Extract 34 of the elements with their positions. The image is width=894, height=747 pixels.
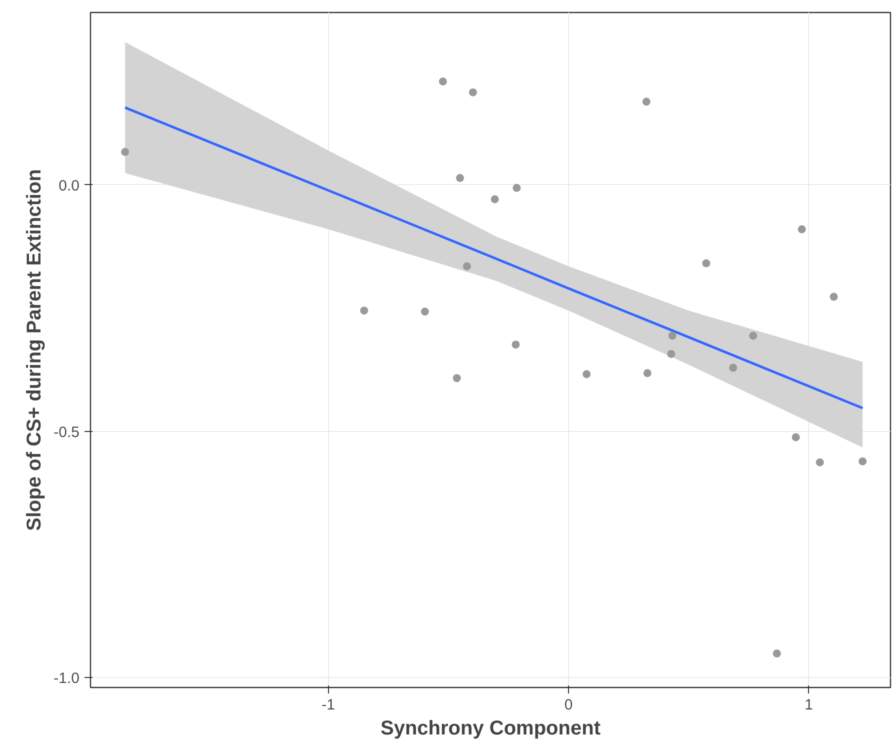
point [816,458,824,466]
point [512,184,521,192]
line-series [124,106,864,410]
x-tick-label: -1 [322,696,336,714]
point [749,332,758,340]
point [360,306,368,315]
point [667,350,676,358]
point [702,259,710,268]
point [420,308,429,316]
point [830,292,838,301]
point [456,174,464,182]
point [462,262,471,270]
y-axis-title: Slope of CS+ during Parent Extinction [24,169,46,531]
point [468,88,477,96]
y-tick-label: 0.0 [58,177,80,194]
point [438,77,447,86]
point [798,225,806,234]
point [792,433,800,442]
point [729,364,738,372]
point [490,195,499,204]
x-axis-title: Synchrony Component [380,718,601,740]
point [512,340,520,349]
point [643,369,652,378]
point [452,374,461,382]
point [772,650,781,658]
y-tick-label: -1.0 [54,670,80,688]
point [668,332,676,340]
point [642,98,650,106]
point [121,148,130,156]
y-tick-label: -0.5 [54,424,80,441]
point [582,370,591,378]
point [858,457,867,466]
x-tick-label: 0 [564,696,573,714]
x-tick-label: 1 [804,696,813,714]
